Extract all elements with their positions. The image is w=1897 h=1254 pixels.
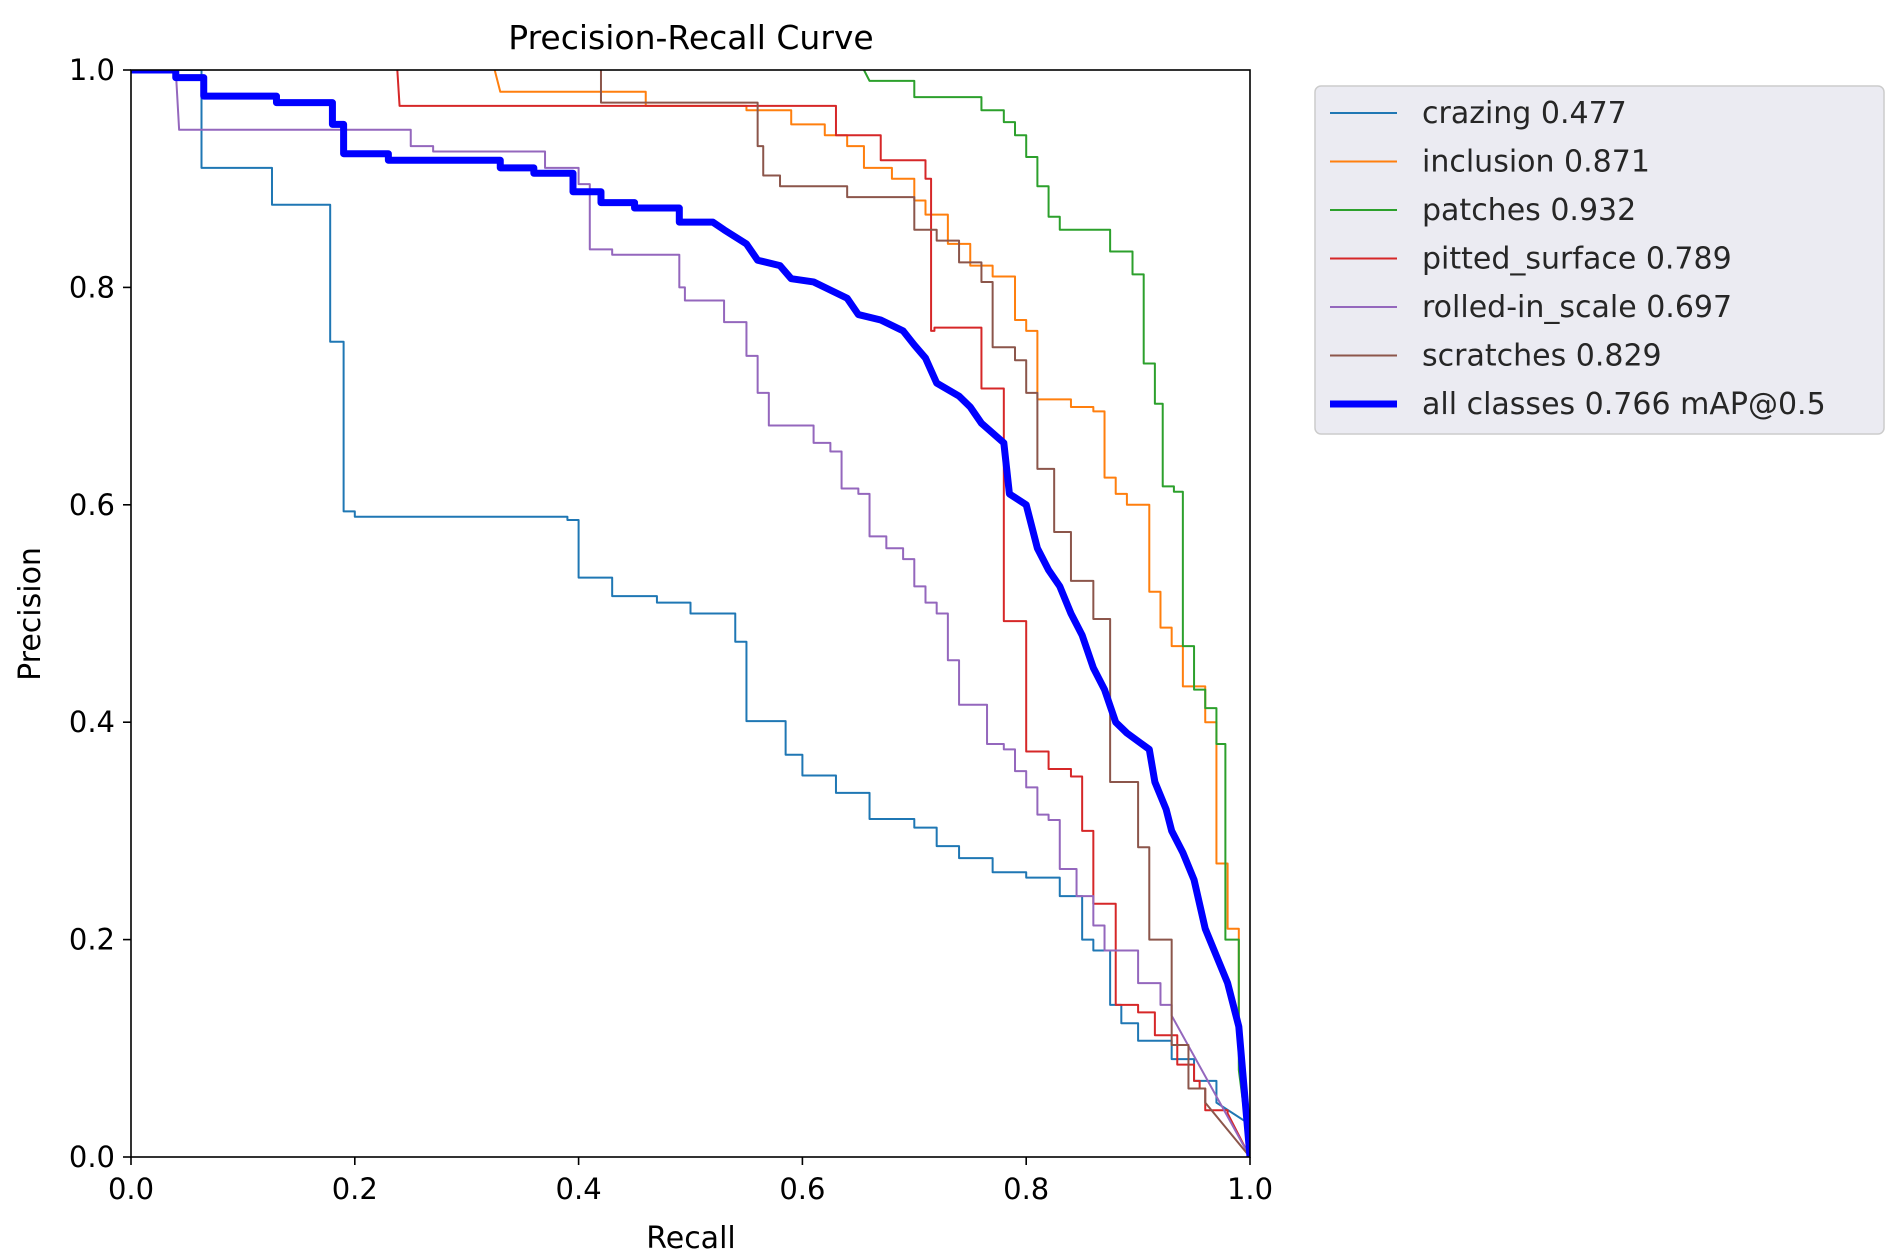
x-tick-label: 0.2 xyxy=(332,1172,378,1206)
x-tick-label: 0.4 xyxy=(556,1172,602,1206)
y-axis-label: Precision xyxy=(13,547,48,681)
y-tick-label: 0.0 xyxy=(69,1140,115,1174)
y-tick-label: 1.0 xyxy=(69,53,115,87)
series-line-0 xyxy=(131,70,1250,1157)
y-tick-label: 0.8 xyxy=(69,270,115,304)
series-line-6 xyxy=(131,70,1250,1157)
y-tick-label: 0.6 xyxy=(69,488,115,522)
series-line-5 xyxy=(599,70,1250,1157)
legend-label-4: rolled-in_scale 0.697 xyxy=(1422,290,1732,325)
x-axis-ticks: 0.0 0.2 0.4 0.6 0.8 1.0 xyxy=(108,1157,1273,1206)
x-tick-label: 0.6 xyxy=(779,1172,825,1206)
x-tick-label: 0.8 xyxy=(1003,1172,1049,1206)
legend-label-1: inclusion 0.871 xyxy=(1422,145,1650,180)
legend: crazing 0.477 inclusion 0.871 patches 0.93… xyxy=(1314,85,1885,435)
chart-title: Precision-Recall Curve xyxy=(508,18,873,57)
plot-frame xyxy=(130,69,1251,1158)
y-tick-label: 0.4 xyxy=(69,705,115,739)
x-axis-label: Recall xyxy=(646,1221,736,1254)
legend-label-5: scratches 0.829 xyxy=(1422,339,1662,374)
legend-label-0: crazing 0.477 xyxy=(1422,96,1627,131)
legend-label-2: patches 0.932 xyxy=(1422,193,1636,228)
series-line-4 xyxy=(131,70,1250,1157)
series-line-2 xyxy=(863,70,1250,1157)
x-tick-label: 0.0 xyxy=(108,1172,154,1206)
series-lines xyxy=(131,70,1250,1157)
y-tick-label: 0.2 xyxy=(69,923,115,957)
series-line-3 xyxy=(396,70,1250,1157)
legend-label-3: pitted_surface 0.789 xyxy=(1422,242,1732,277)
y-axis-ticks: 0.0 0.2 0.4 0.6 0.8 1.0 xyxy=(69,53,131,1174)
legend-label-6: all classes 0.766 mAP@0.5 xyxy=(1422,387,1826,422)
x-tick-label: 1.0 xyxy=(1227,1172,1273,1206)
legend-box xyxy=(1314,85,1885,435)
